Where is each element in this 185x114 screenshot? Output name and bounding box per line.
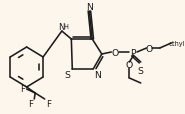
Text: F: F bbox=[28, 100, 33, 109]
Text: N: N bbox=[86, 3, 93, 11]
Text: ethyl: ethyl bbox=[169, 41, 185, 47]
Text: O: O bbox=[126, 61, 133, 70]
Text: H: H bbox=[63, 24, 68, 30]
Text: S: S bbox=[65, 70, 70, 79]
Text: O: O bbox=[112, 48, 119, 57]
Text: O: O bbox=[146, 44, 153, 53]
Text: F: F bbox=[20, 85, 25, 94]
Text: N: N bbox=[95, 70, 101, 79]
Text: P: P bbox=[130, 48, 136, 57]
Text: F: F bbox=[46, 100, 51, 109]
Text: S: S bbox=[138, 66, 144, 75]
Text: N: N bbox=[59, 22, 65, 31]
